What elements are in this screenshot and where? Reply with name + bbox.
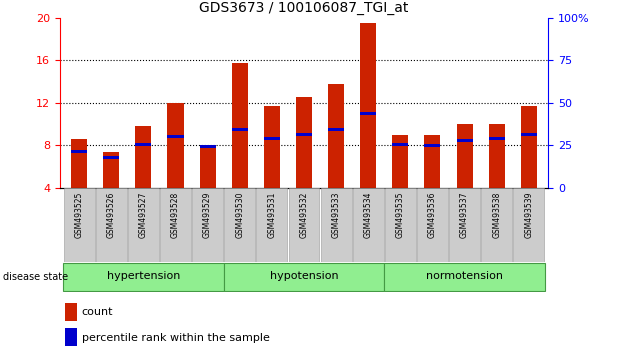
Bar [425,144,440,147]
Text: percentile rank within the sample: percentile rank within the sample [82,333,270,343]
Bar [160,188,191,262]
Bar [64,188,94,262]
Bar [224,263,384,291]
Bar [192,188,223,262]
Title: GDS3673 / 100106087_TGI_at: GDS3673 / 100106087_TGI_at [199,1,409,15]
Bar [256,188,287,262]
Bar [385,188,416,262]
Bar [103,152,119,188]
Bar [392,135,408,188]
Text: GSM493530: GSM493530 [235,191,244,238]
Bar [264,137,280,140]
Text: hypotension: hypotension [270,270,338,280]
Bar [232,128,248,131]
Text: GSM493533: GSM493533 [331,191,341,238]
Bar [135,126,151,188]
Bar [489,124,505,188]
Bar [200,146,215,188]
Bar [457,139,472,142]
Bar [360,23,376,188]
Bar [168,135,183,138]
Text: GSM493534: GSM493534 [364,191,373,238]
Bar [71,139,87,188]
Text: GSM493527: GSM493527 [139,191,148,238]
Bar [417,188,448,262]
Bar [353,188,384,262]
Bar [384,263,545,291]
Bar [65,303,77,321]
Text: GSM493537: GSM493537 [460,191,469,238]
Bar [296,133,312,136]
Text: GSM493526: GSM493526 [106,191,116,238]
Bar [71,150,87,153]
Bar [328,128,344,131]
Text: GSM493539: GSM493539 [524,191,534,238]
Bar [457,124,472,188]
Text: GSM493525: GSM493525 [74,191,84,238]
Text: GSM493538: GSM493538 [492,191,501,238]
Bar [135,143,151,145]
Bar [103,156,119,159]
Bar [264,106,280,188]
Bar [513,188,544,262]
Text: count: count [82,307,113,317]
Bar [360,112,376,115]
Bar [521,133,537,136]
Text: GSM493528: GSM493528 [171,191,180,238]
Bar [328,84,344,188]
Bar [232,63,248,188]
Bar [65,329,77,346]
Text: GSM493529: GSM493529 [203,191,212,238]
Text: GSM493532: GSM493532 [299,191,309,238]
Text: GSM493531: GSM493531 [267,191,277,238]
Bar [224,188,255,262]
Bar [63,263,224,291]
Text: GSM493535: GSM493535 [396,191,405,238]
Bar [425,135,440,188]
Text: normotension: normotension [426,270,503,280]
Bar [168,103,183,188]
Bar [296,97,312,188]
Bar [128,188,159,262]
Bar [449,188,480,262]
Bar [521,106,537,188]
Text: hypertension: hypertension [106,270,180,280]
Text: disease state: disease state [3,272,68,282]
Bar [289,188,319,262]
Bar [96,188,127,262]
Bar [392,143,408,145]
Text: GSM493536: GSM493536 [428,191,437,238]
Bar [489,137,505,140]
Bar [481,188,512,262]
Bar [200,145,215,148]
Bar [321,188,352,262]
